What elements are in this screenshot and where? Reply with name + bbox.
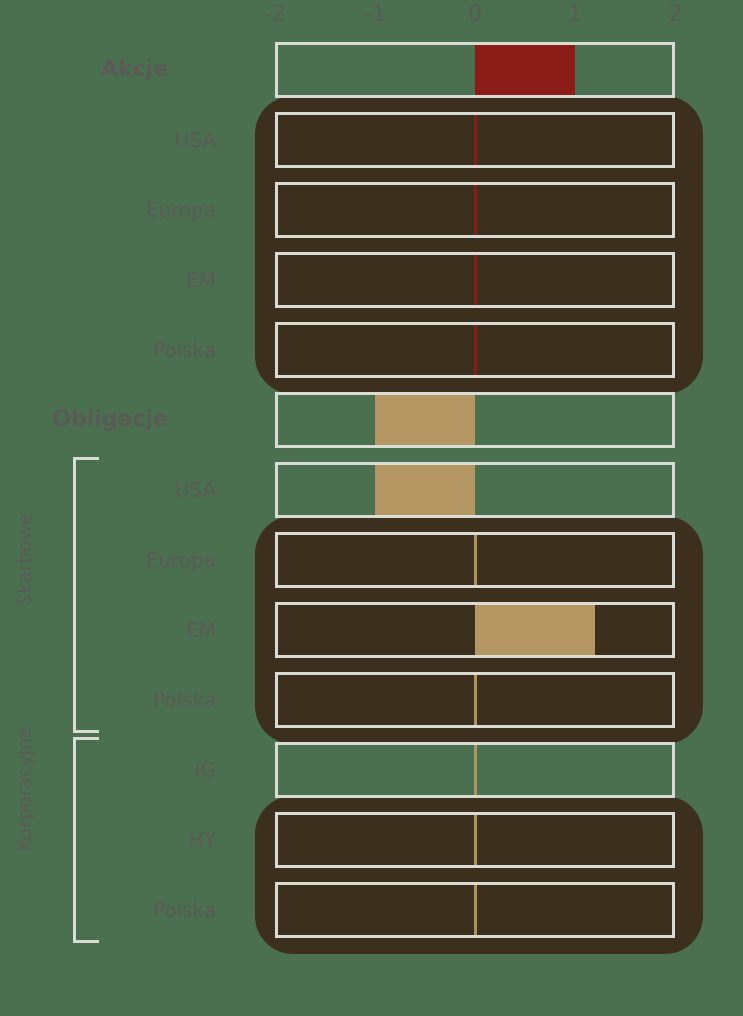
chart-row: Polska: [0, 672, 743, 728]
row-label-ig: IG: [194, 758, 216, 782]
group-label-korporacyjne: Korporacyjne: [14, 726, 36, 851]
value-bar: [375, 465, 475, 515]
row-plot-box: [275, 602, 675, 658]
row-plot-box: [275, 112, 675, 168]
chart-row: IG: [0, 742, 743, 798]
zero-value-marker: [474, 535, 477, 585]
zero-value-marker: [474, 885, 477, 935]
row-plot-box: [275, 812, 675, 868]
row-label-europa: Europa: [145, 548, 216, 572]
chart-row: Akcje: [0, 42, 743, 98]
row-label-hy: HY: [188, 828, 216, 852]
row-plot-box: [275, 392, 675, 448]
chart-row: Obligacje: [0, 392, 743, 448]
x-tick-label: -2: [264, 2, 286, 27]
zero-value-marker: [474, 815, 477, 865]
row-label-em: EM: [186, 268, 216, 292]
row-label-polska: Polska: [152, 688, 216, 712]
row-plot-box: [275, 462, 675, 518]
value-bar: [475, 605, 595, 655]
row-label-usa: USA: [174, 128, 216, 152]
x-tick-label: 2: [668, 2, 682, 27]
chart-row: USA: [0, 462, 743, 518]
zero-value-marker: [474, 745, 477, 795]
zero-value-marker: [474, 325, 477, 375]
zero-value-marker: [474, 255, 477, 305]
row-plot-box: [275, 42, 675, 98]
row-plot-box: [275, 882, 675, 938]
chart-row: EM: [0, 252, 743, 308]
value-bar: [375, 395, 475, 445]
group-label-skarbowe: Skarbowe: [14, 512, 36, 606]
row-label-polska: Polska: [152, 898, 216, 922]
group-bracket-skarbowe: [73, 457, 99, 733]
row-plot-box: [275, 322, 675, 378]
row-plot-box: [275, 742, 675, 798]
zero-value-marker: [474, 185, 477, 235]
chart-row: USA: [0, 112, 743, 168]
chart-row: EM: [0, 602, 743, 658]
x-tick-label: 1: [568, 2, 582, 27]
value-bar: [475, 45, 575, 95]
zero-value-marker: [474, 675, 477, 725]
row-plot-box: [275, 532, 675, 588]
chart-row: Polska: [0, 322, 743, 378]
row-label-em: EM: [186, 618, 216, 642]
row-plot-box: [275, 252, 675, 308]
row-label-europa: Europa: [145, 198, 216, 222]
row-plot-box: [275, 672, 675, 728]
group-bracket-korporacyjne: [73, 737, 99, 943]
row-label-akcje: Akcje: [100, 57, 168, 82]
row-highlight-blob: [255, 796, 703, 954]
row-plot-box: [275, 182, 675, 238]
x-tick-label: -1: [364, 2, 386, 27]
row-highlight-blob: [255, 96, 703, 394]
row-label-polska: Polska: [152, 338, 216, 362]
chart-row: HY: [0, 812, 743, 868]
row-label-obligacje: Obligacje: [52, 407, 168, 432]
zero-value-marker: [474, 115, 477, 165]
chart-row: Europa: [0, 532, 743, 588]
row-label-usa: USA: [174, 478, 216, 502]
chart-row: Polska: [0, 882, 743, 938]
x-tick-label: 0: [468, 2, 482, 27]
chart-row: Europa: [0, 182, 743, 238]
